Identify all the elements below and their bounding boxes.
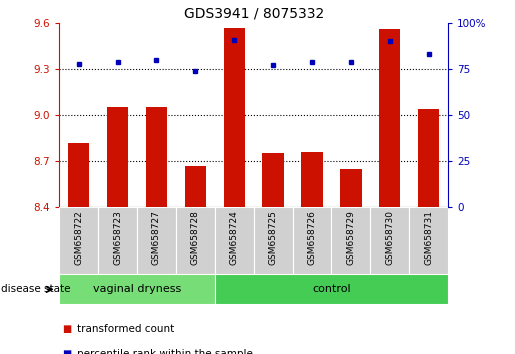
Text: GSM658724: GSM658724 [230,210,238,265]
Bar [418,109,439,207]
Text: vaginal dryness: vaginal dryness [93,284,181,295]
Text: GSM658730: GSM658730 [385,210,394,266]
Text: GSM658728: GSM658728 [191,210,200,266]
Text: transformed count: transformed count [77,324,175,334]
Bar [301,152,323,207]
Bar [137,207,176,274]
Bar [379,29,401,207]
Bar [107,107,128,207]
Bar [215,274,448,304]
Text: GSM658723: GSM658723 [113,210,122,266]
Text: GSM658725: GSM658725 [269,210,278,266]
Bar [68,143,90,207]
Bar [340,169,362,207]
Bar [59,207,98,274]
Text: ■: ■ [62,324,71,334]
Text: GSM658727: GSM658727 [152,210,161,266]
Text: disease state: disease state [1,284,71,295]
Bar [176,207,215,274]
Bar [98,207,137,274]
Bar [215,207,253,274]
Bar [332,207,370,274]
Bar [224,28,245,207]
Title: GDS3941 / 8075332: GDS3941 / 8075332 [183,6,324,21]
Text: GSM658729: GSM658729 [347,210,355,266]
Bar [253,207,293,274]
Bar [146,107,167,207]
Text: GSM658722: GSM658722 [74,210,83,265]
Text: ■: ■ [62,349,71,354]
Bar [409,207,448,274]
Text: control: control [312,284,351,295]
Bar [293,207,332,274]
Bar [59,274,215,304]
Text: percentile rank within the sample: percentile rank within the sample [77,349,253,354]
Bar [184,166,206,207]
Text: GSM658726: GSM658726 [307,210,316,266]
Bar [370,207,409,274]
Bar [262,153,284,207]
Text: GSM658731: GSM658731 [424,210,433,266]
